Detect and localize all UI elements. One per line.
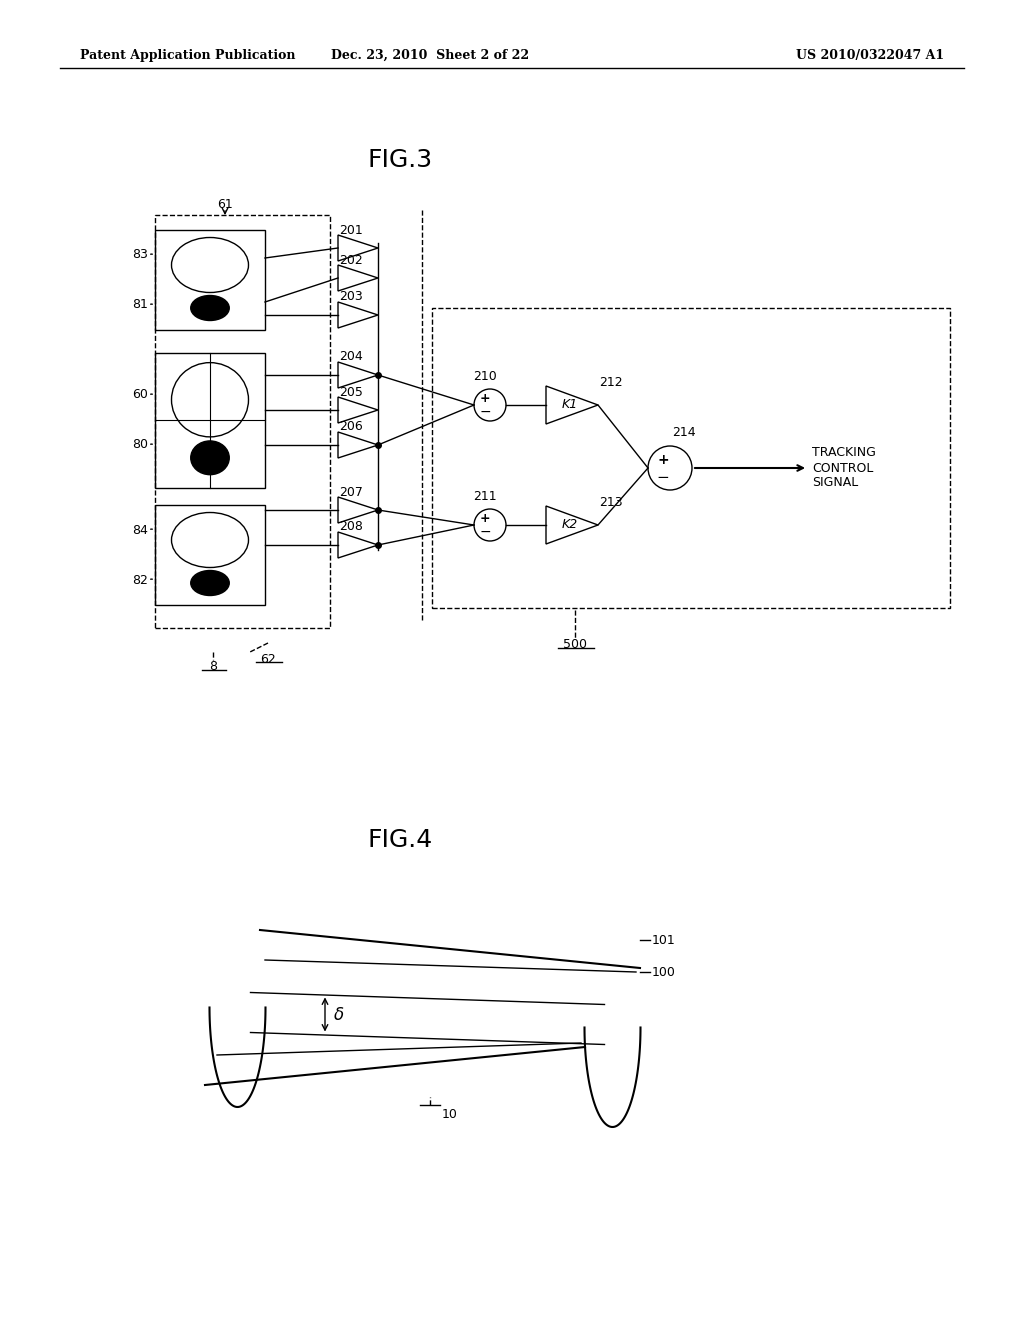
Text: 101: 101 [652, 933, 676, 946]
Text: US 2010/0322047 A1: US 2010/0322047 A1 [796, 49, 944, 62]
Text: 206: 206 [339, 421, 362, 433]
Ellipse shape [190, 441, 229, 475]
Text: 100: 100 [652, 965, 676, 978]
Text: 81: 81 [132, 298, 148, 312]
Text: 83: 83 [132, 248, 148, 261]
Text: −: − [656, 470, 670, 484]
Text: 60: 60 [132, 388, 148, 401]
Bar [432, 308, 950, 609]
Text: K2: K2 [562, 517, 579, 531]
Text: −: − [479, 405, 490, 418]
Text: 62: 62 [260, 653, 275, 667]
Text: 10: 10 [442, 1109, 458, 1122]
Text: 84: 84 [132, 524, 148, 536]
Text: +: + [657, 453, 669, 467]
Bar [155, 506, 265, 605]
Text: FIG.4: FIG.4 [368, 828, 432, 851]
Text: −: − [479, 525, 490, 539]
Ellipse shape [190, 296, 229, 321]
Bar [155, 352, 265, 487]
Text: +: + [479, 512, 490, 525]
Text: FIG.3: FIG.3 [368, 148, 432, 172]
Text: +: + [479, 392, 490, 405]
Text: 210: 210 [473, 371, 497, 384]
Text: TRACKING
CONTROL
SIGNAL: TRACKING CONTROL SIGNAL [812, 446, 876, 490]
Text: 203: 203 [339, 290, 362, 304]
Text: 205: 205 [339, 385, 362, 399]
Text: 211: 211 [473, 491, 497, 503]
Text: Patent Application Publication: Patent Application Publication [80, 49, 296, 62]
Bar [155, 230, 265, 330]
Text: 207: 207 [339, 486, 362, 499]
Text: 208: 208 [339, 520, 362, 533]
Text: 201: 201 [339, 223, 362, 236]
Text: 214: 214 [672, 426, 695, 440]
Text: 213: 213 [599, 496, 623, 510]
Bar [155, 215, 330, 628]
Text: 82: 82 [132, 573, 148, 586]
Text: 202: 202 [339, 253, 362, 267]
Text: 212: 212 [599, 376, 623, 389]
Text: 61: 61 [217, 198, 232, 211]
Text: 204: 204 [339, 351, 362, 363]
Text: 80: 80 [132, 438, 148, 451]
Text: 500: 500 [563, 638, 587, 651]
Text: $\delta$: $\delta$ [333, 1006, 344, 1023]
Text: Dec. 23, 2010  Sheet 2 of 22: Dec. 23, 2010 Sheet 2 of 22 [331, 49, 529, 62]
Ellipse shape [190, 570, 229, 595]
Text: K1: K1 [562, 397, 579, 411]
Text: 8: 8 [209, 660, 217, 673]
